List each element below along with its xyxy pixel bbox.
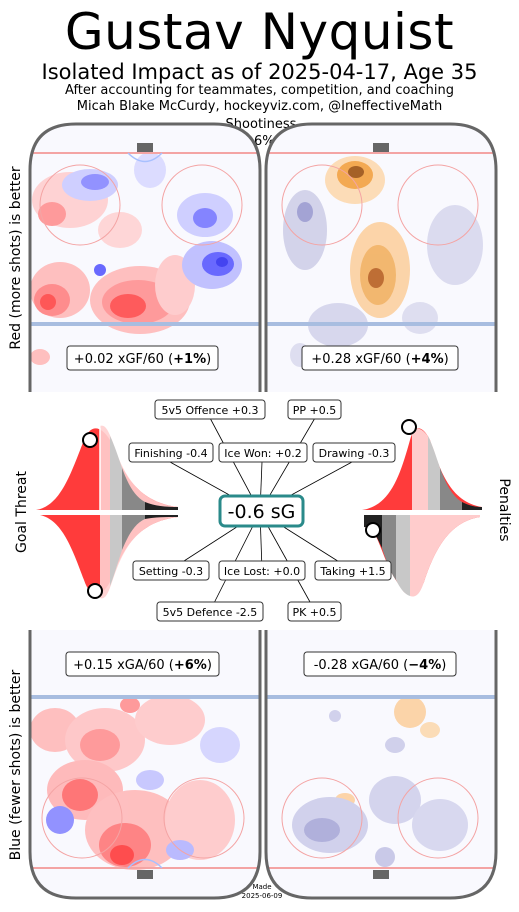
annotation-offence-5v5-prefix: +0.02 xGF/60 ( bbox=[74, 352, 173, 367]
annotation-defence-5v5: +0.15 xGA/60 (+6%) bbox=[65, 651, 220, 677]
impact-box-ice-lost-label: Ice Lost: +0.0 bbox=[224, 565, 300, 578]
annotation-offence-5v5-bold: +1% bbox=[173, 352, 206, 367]
penalties-label: Penalties bbox=[496, 478, 512, 541]
annotation-offence-pp-prefix: +0.28 xGF/60 ( bbox=[311, 352, 410, 367]
annotation-defence-5v5-bold: +6% bbox=[174, 658, 207, 673]
svg-text:+0.02 xGF/60 (+1%): +0.02 xGF/60 (+1%) bbox=[74, 352, 211, 367]
annotation-defence-pk: -0.28 xGA/60 (−4%) bbox=[303, 651, 457, 677]
impact-box-drawing: Drawing -0.3 bbox=[312, 442, 396, 463]
impact-box-defence-5v5-label: 5v5 Defence -2.5 bbox=[163, 606, 258, 619]
made-date: 2025-06-09 bbox=[242, 892, 283, 900]
impact-box-ice-won: Ice Won: +0.2 bbox=[218, 442, 308, 463]
impact-box-finishing: Finishing -0.4 bbox=[128, 442, 214, 463]
impact-box-taking-label: Taking +1.5 bbox=[319, 565, 385, 578]
annotation-defence-pk-suffix: ) bbox=[441, 658, 446, 673]
annotation-defence-pk-bold: −4% bbox=[408, 658, 441, 673]
svg-text:+0.28 xGF/60 (+4%): +0.28 xGF/60 (+4%) bbox=[311, 352, 448, 367]
page-subtitle: Isolated Impact as of 2025-04-17, Age 35 bbox=[41, 60, 478, 84]
svg-text:+0.15 xGA/60 (+6%): +0.15 xGA/60 (+6%) bbox=[73, 658, 212, 673]
impact-box-pp-label: PP +0.5 bbox=[293, 404, 336, 417]
annotation-offence-5v5: +0.02 xGF/60 (+1%) bbox=[66, 345, 219, 371]
bottom-axis-label: Blue (fewer shots) is better bbox=[8, 669, 24, 860]
impact-total-label: -0.6 sG bbox=[228, 501, 296, 523]
impact-box-pp: PP +0.5 bbox=[287, 399, 342, 420]
annotation-offence-pp: +0.28 xGF/60 (+4%) bbox=[301, 345, 459, 371]
impact-box-setting: Setting -0.3 bbox=[132, 560, 210, 581]
impact-box-pk-label: PK +0.5 bbox=[292, 606, 336, 619]
impact-box-ice-won-label: Ice Won: +0.2 bbox=[224, 447, 301, 460]
impact-total: -0.6 sG bbox=[218, 494, 305, 528]
annotation-offence-5v5-suffix: ) bbox=[206, 352, 211, 367]
impact-box-defence-5v5: 5v5 Defence -2.5 bbox=[156, 601, 264, 622]
impact-box-finishing-label: Finishing -0.4 bbox=[134, 447, 207, 460]
goal-threat-label: Goal Threat bbox=[14, 471, 30, 553]
impact-box-taking: Taking +1.5 bbox=[314, 560, 392, 581]
impact-box-setting-label: Setting -0.3 bbox=[139, 565, 203, 578]
impact-box-offence-5v5-label: 5v5 Offence +0.3 bbox=[161, 404, 258, 417]
annotation-defence-5v5-suffix: ) bbox=[207, 658, 212, 673]
page-title: Gustav Nyquist bbox=[64, 3, 455, 61]
annotation-defence-pk-prefix: -0.28 xGA/60 ( bbox=[314, 658, 409, 673]
credit-line-1: After accounting for teammates, competit… bbox=[65, 83, 454, 98]
impact-box-pk: PK +0.5 bbox=[287, 601, 342, 622]
impact-box-ice-lost: Ice Lost: +0.0 bbox=[218, 560, 306, 581]
made-label: Made bbox=[252, 883, 271, 891]
top-axis-label: Red (more shots) is better bbox=[8, 166, 24, 349]
svg-text:-0.28 xGA/60 (−4%): -0.28 xGA/60 (−4%) bbox=[314, 658, 447, 673]
credit-line-2: Micah Blake McCurdy, hockeyviz.com, @Ine… bbox=[76, 99, 443, 114]
impact-box-offence-5v5: 5v5 Offence +0.3 bbox=[154, 399, 266, 420]
penalties-distribution bbox=[362, 419, 482, 597]
annotation-defence-5v5-prefix: +0.15 xGA/60 ( bbox=[73, 658, 174, 673]
rink-defence-5v5 bbox=[28, 630, 262, 900]
goal-threat-distribution bbox=[36, 425, 178, 599]
annotation-offence-pp-suffix: ) bbox=[444, 352, 449, 367]
annotation-offence-pp-bold: +4% bbox=[411, 352, 444, 367]
impact-box-drawing-label: Drawing -0.3 bbox=[319, 447, 390, 460]
shootiness-label: Shootiness bbox=[226, 117, 297, 132]
